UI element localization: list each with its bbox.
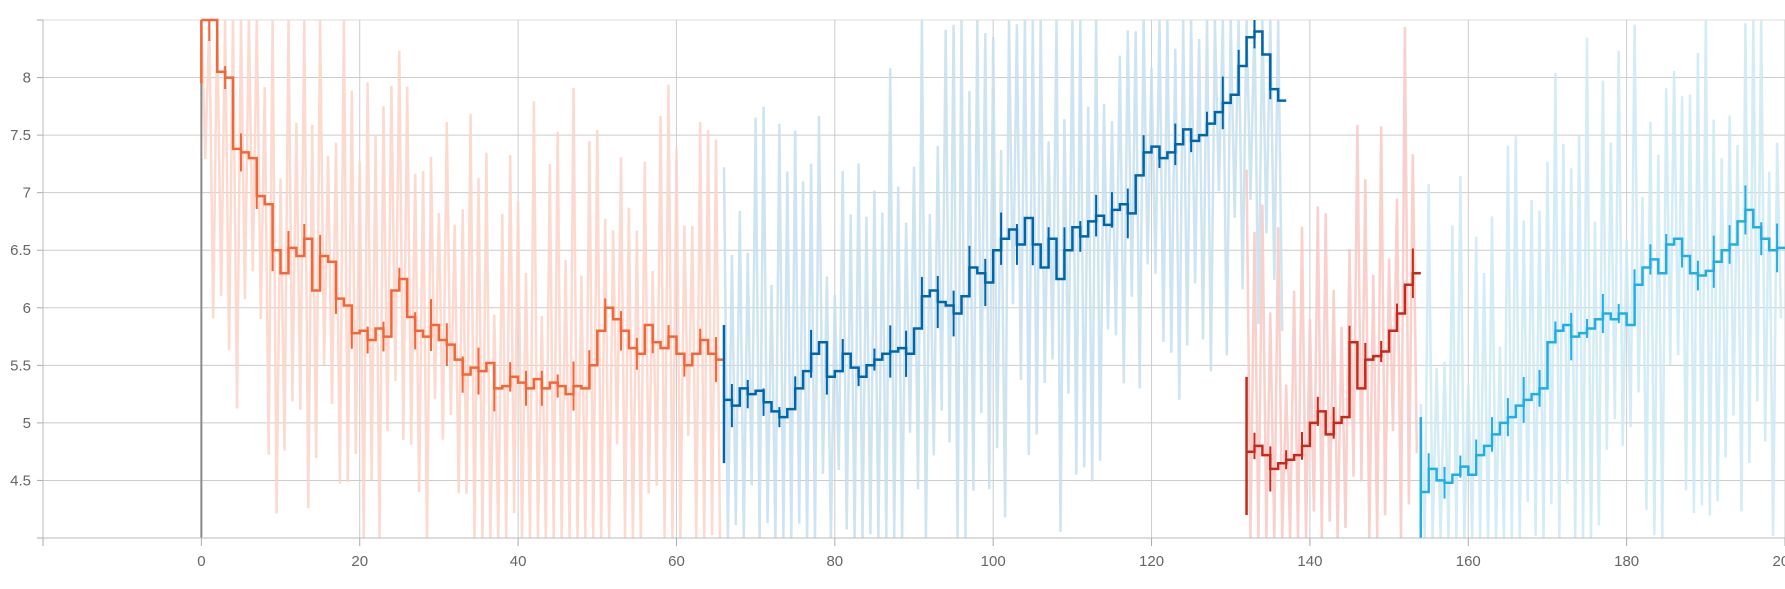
- series-layer: [200, 18, 1785, 538]
- y-tick-label: 6.5: [10, 242, 31, 259]
- y-tick-label: 7: [23, 185, 31, 202]
- y-tick-label: 7.5: [10, 127, 31, 144]
- x-tick-label: 120: [1139, 553, 1164, 570]
- axis-layer: 4.555.566.577.580 20 40 60 80 100 120 140 160 180…: [10, 19, 1785, 570]
- x-tick-label: 0: [197, 553, 205, 570]
- x-tick-label: 40: [510, 553, 527, 570]
- series-uncertainty-band: [722, 19, 1284, 539]
- y-tick-label: 4.5: [10, 472, 31, 489]
- series-uncertainty-band: [1419, 19, 1783, 539]
- y-tick-label: 5: [23, 415, 31, 432]
- series-uncertainty-band: [200, 19, 722, 539]
- x-tick-label: 140: [1297, 553, 1322, 570]
- y-tick-label: 5.5: [10, 357, 31, 374]
- x-tick-label: 200: [1772, 553, 1785, 570]
- x-tick-label: 60: [668, 553, 685, 570]
- x-tick-label: 160: [1456, 553, 1481, 570]
- y-tick-label: 8: [23, 70, 31, 87]
- x-tick-label: 100: [981, 553, 1006, 570]
- x-tick-label: 180: [1614, 553, 1639, 570]
- x-tick-label: 20: [351, 553, 368, 570]
- x-tick-label: 80: [826, 553, 843, 570]
- series-uncertainty-band: [1245, 26, 1419, 539]
- y-tick-label: 6: [23, 300, 31, 317]
- band-layer: [200, 19, 1783, 539]
